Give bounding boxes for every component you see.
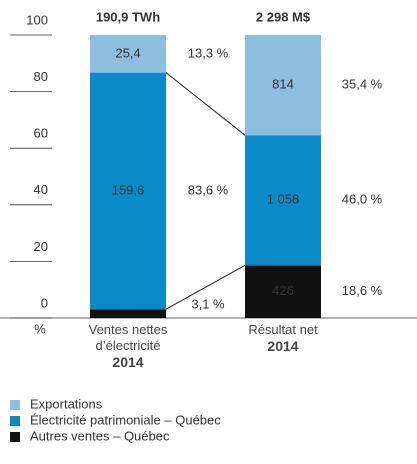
- connector: [165, 264, 246, 310]
- percent-label: 35,4 %: [342, 77, 383, 92]
- y-tick-label: 20: [34, 239, 48, 254]
- bar-segment: [90, 72, 166, 310]
- y-tick-label: 0: [41, 295, 48, 310]
- y-tick-label: 100: [26, 12, 48, 27]
- legend-swatch: [10, 416, 20, 426]
- amount-label: 1 058: [267, 192, 300, 207]
- y-tick-label: 60: [34, 126, 48, 141]
- category-year: 2014: [267, 338, 299, 354]
- legend-swatch: [10, 432, 20, 442]
- y-axis-label: %: [34, 321, 46, 336]
- legend-label: Exportations: [30, 396, 103, 411]
- x-tick-label: Ventes nettes d’électricité: [88, 322, 168, 353]
- total-label: 2 298 M$: [256, 9, 311, 24]
- percent-label: 18,6 %: [342, 283, 383, 298]
- total-label: 190,9 TWh: [96, 9, 160, 24]
- bar-segment: [90, 309, 166, 318]
- amount-label: 25,4: [115, 45, 140, 60]
- connector: [165, 72, 246, 136]
- percent-label: 46,0 %: [342, 192, 383, 207]
- bar-segment: [245, 265, 321, 318]
- amount-label: 159,6: [112, 182, 145, 197]
- y-tick-label: 40: [34, 182, 48, 197]
- percent-label: 83,6 %: [188, 182, 229, 197]
- amount-label: 814: [272, 77, 294, 92]
- x-tick-label: Résultat net: [248, 322, 318, 337]
- bar-segment: [245, 35, 321, 136]
- legend-label: Électricité patrimoniale – Québec: [30, 412, 221, 427]
- percent-label: 3,1 %: [191, 297, 225, 312]
- bar-segment: [245, 135, 321, 266]
- y-tick-label: 80: [34, 69, 48, 84]
- percent-label: 13,3 %: [188, 45, 229, 60]
- bar-segment: [90, 35, 166, 73]
- amount-label: 426: [272, 283, 294, 298]
- legend-label: Autres ventes – Québec: [30, 428, 170, 443]
- legend-swatch: [10, 400, 20, 410]
- category-year: 2014: [112, 354, 144, 370]
